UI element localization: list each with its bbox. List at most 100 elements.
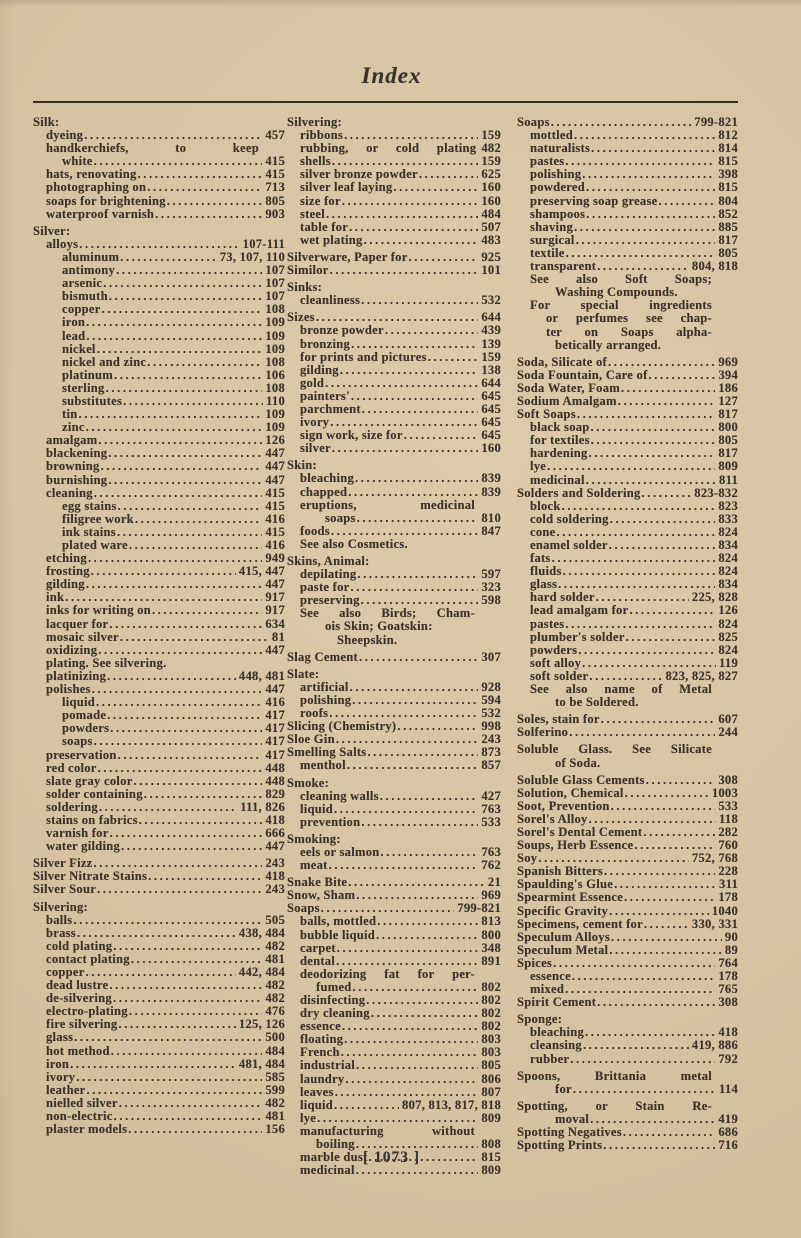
entry-label: Sizes xyxy=(287,310,315,325)
index-entry: powders 824 xyxy=(517,642,738,657)
dot-leader xyxy=(109,290,263,303)
entry-pages: 482 xyxy=(265,1095,285,1110)
index-heading: Spotting Negatives 686 xyxy=(517,1125,738,1139)
entry-label: essence xyxy=(530,969,571,983)
index-entry: hard solder 225, 828 xyxy=(517,591,738,604)
index-section: Skins, Animal:depilating597paste for323p… xyxy=(287,553,501,647)
page-title: Index xyxy=(361,63,422,88)
entry-label: wet plating xyxy=(300,232,363,247)
index-entry: hats, renovating 415 xyxy=(33,168,285,181)
entry-pages: 532 xyxy=(481,293,501,308)
index-entry: lye 809 xyxy=(517,460,738,473)
entry-label: block xyxy=(530,498,561,513)
index-entry: varnish for 666 xyxy=(33,826,285,840)
entry-label: depilating xyxy=(300,567,357,582)
index-entry: See also Cosmetics. xyxy=(287,537,501,551)
entry-label: Soups, Herb Essence xyxy=(517,838,634,853)
entry-pages: 108 xyxy=(265,380,285,395)
entry-pages: 763 xyxy=(481,801,501,816)
dot-leader xyxy=(351,338,478,351)
dot-leader xyxy=(147,181,262,194)
entry-label: preserving xyxy=(300,593,360,608)
entry-pages: 969 xyxy=(481,888,501,903)
entry-label: surgical xyxy=(530,232,575,247)
entry-label: antimony xyxy=(62,263,116,278)
dot-leader xyxy=(357,512,479,525)
entry-pages: 792 xyxy=(718,1051,738,1066)
entry-pages: 969 xyxy=(718,354,738,369)
entry-pages: 159 xyxy=(481,154,501,169)
index-entry: rubbing, or cold plating 482 xyxy=(287,142,501,155)
index-entry: powdered 815 xyxy=(517,181,738,194)
index-column: Silk:dyeing 457 handkerchiefs, to keepwhit… xyxy=(33,115,285,1136)
dot-leader xyxy=(404,429,479,442)
entry-pages: 159 xyxy=(481,349,501,364)
dot-leader xyxy=(608,356,715,369)
dot-leader xyxy=(547,460,715,473)
entry-label: plated ware xyxy=(62,538,128,552)
entry-label: powders xyxy=(530,642,578,657)
dot-leader xyxy=(626,631,716,644)
entry-pages: 903 xyxy=(265,206,285,221)
entry-label: bleaching xyxy=(300,471,355,486)
index-entry: transparent 804, 818 xyxy=(517,259,738,273)
dot-leader xyxy=(120,631,269,644)
entry-label: Sloe Gin xyxy=(287,732,335,747)
entry-pages: 127 xyxy=(718,393,738,408)
dot-leader xyxy=(357,568,478,581)
entry-label: chapped xyxy=(300,484,348,499)
entry-label: bronze powder xyxy=(300,323,384,338)
dot-leader xyxy=(98,644,262,657)
index-section: Silvering:ribbons159rubbing, or cold pla… xyxy=(287,115,501,247)
entry-pages: 806 xyxy=(481,1071,501,1086)
entry-label: For special ingredients xyxy=(530,298,712,313)
entry-pages: 89 xyxy=(724,942,738,957)
entry-pages: 447 xyxy=(265,682,285,697)
entry-pages: 482 xyxy=(481,141,501,156)
entry-pages: 807 xyxy=(481,1084,501,1099)
entry-label: Soaps xyxy=(287,901,320,916)
index-entry: pastes 824 xyxy=(517,617,738,631)
entry-pages: 808 xyxy=(481,1137,501,1152)
index-heading: Soluble Glass. See Silicate xyxy=(517,743,738,756)
entry-label: for xyxy=(555,1081,572,1096)
dot-leader xyxy=(340,364,479,377)
dot-leader xyxy=(337,942,479,955)
index-entry: bronzing 139 xyxy=(287,337,501,351)
entry-label: copper xyxy=(46,965,85,979)
entry-label: fats xyxy=(530,551,551,566)
index-section: Spotting, or Stain Re-moval 419 xyxy=(517,1098,738,1126)
entry-label: ink xyxy=(46,590,65,605)
dot-leader xyxy=(367,746,478,759)
entry-pages: 482 xyxy=(265,978,285,993)
entry-label: Snow, Sham xyxy=(287,888,356,903)
entry-pages: 815 xyxy=(718,154,738,169)
entry-pages: 645 xyxy=(481,428,501,443)
entry-label: Smelling Salts xyxy=(287,745,367,760)
index-entry: white 415 xyxy=(33,155,285,168)
index-entry: laundry 806 xyxy=(287,1071,501,1086)
entry-pages: 178 xyxy=(718,890,738,905)
dot-leader xyxy=(364,234,479,247)
entry-pages: 765 xyxy=(718,982,738,997)
index-entry: meat 762 xyxy=(287,858,501,872)
index-entry: parchment 645 xyxy=(287,402,501,416)
index-heading: Slate: xyxy=(287,667,501,681)
entry-pages: 307 xyxy=(481,649,501,664)
index-entry: shaving 885 xyxy=(517,220,738,234)
index-entry: tin 109 xyxy=(33,407,285,421)
entry-label: eels or salmon xyxy=(300,844,380,859)
entry-label: medicinal xyxy=(530,472,585,487)
index-entry: fumed 802 xyxy=(287,980,501,994)
dot-leader xyxy=(345,1073,478,1086)
index-heading: Sinks: xyxy=(287,281,501,294)
dot-leader xyxy=(618,395,716,408)
entry-pages: 244 xyxy=(718,725,738,740)
index-entry: dry cleaning 802 xyxy=(287,1006,501,1020)
index-entry: slate gray color 448 xyxy=(33,774,285,788)
index-entry: cleaning 415 xyxy=(33,486,285,500)
dot-leader xyxy=(342,1020,478,1033)
entry-pages: 533 xyxy=(718,798,738,813)
index-entry: balls 505 xyxy=(33,913,285,927)
entry-pages: 809 xyxy=(481,1163,501,1178)
